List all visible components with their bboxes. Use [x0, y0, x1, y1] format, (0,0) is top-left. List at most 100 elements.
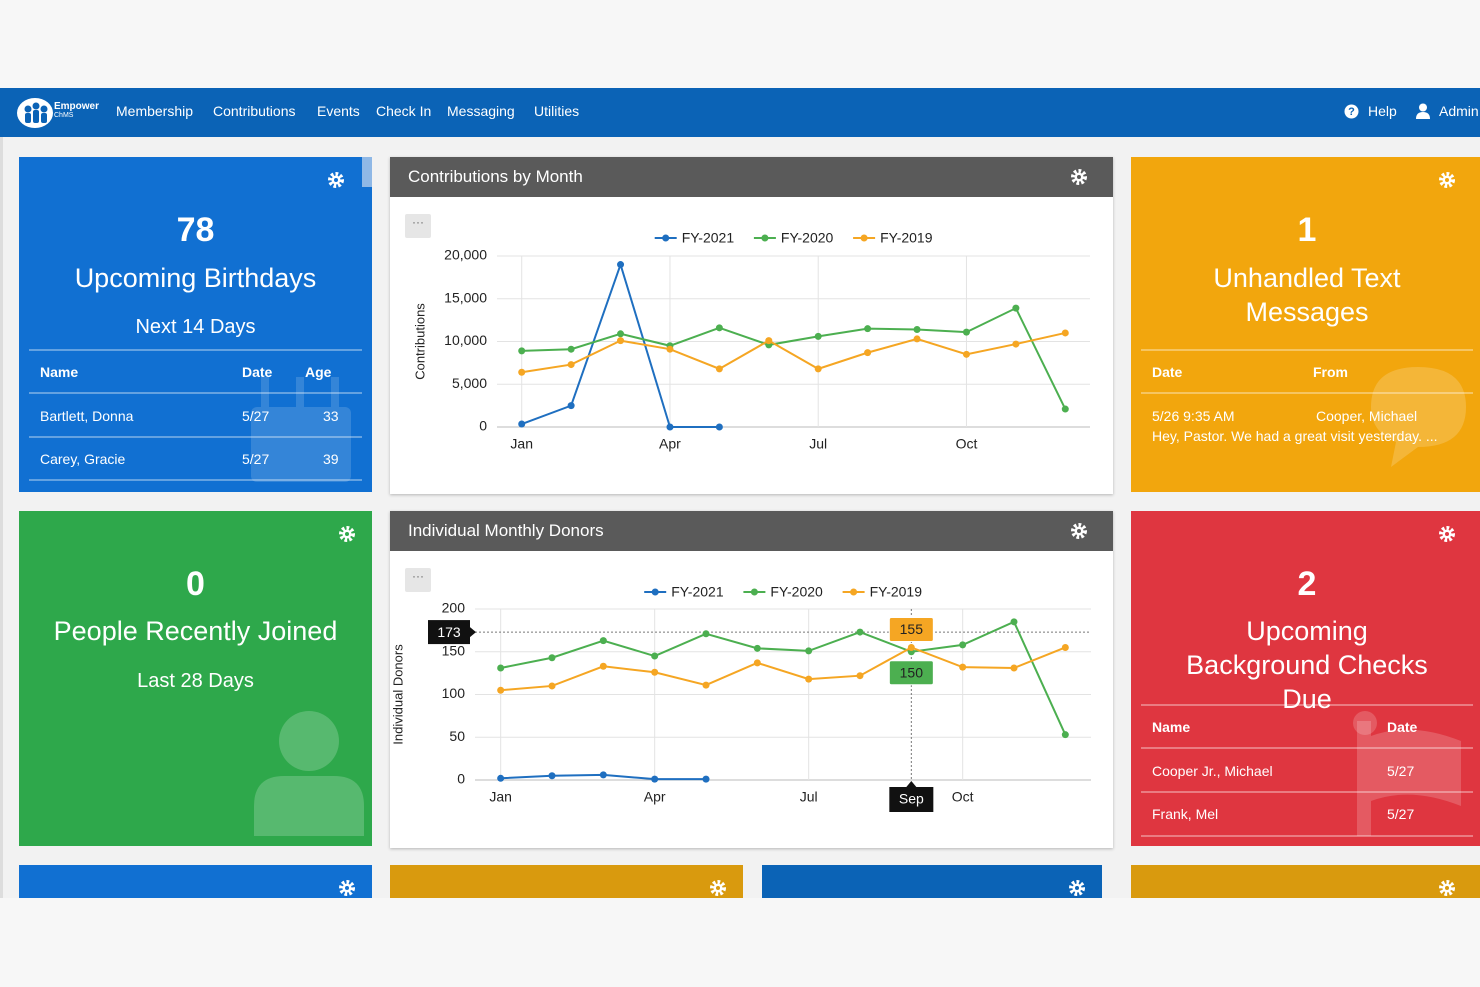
- divider: [1141, 791, 1473, 793]
- data-point: [907, 643, 915, 651]
- y-tick-label: 15,000: [444, 289, 487, 305]
- data-point: [856, 628, 864, 636]
- gear[interactable]: [1070, 522, 1088, 540]
- texts-widget: 1 Unhandled Text Messages Date From 5/26…: [1131, 157, 1480, 492]
- data-point: [548, 654, 556, 662]
- legend-swatch-dot: [750, 588, 758, 596]
- y-tick-label: 0: [479, 418, 487, 434]
- message: Hey, Pastor. We had a great visit yester…: [1152, 428, 1438, 444]
- admin-link[interactable]: Admin: [1439, 103, 1479, 119]
- data-point: [599, 662, 607, 670]
- data-point: [651, 652, 659, 660]
- y-tick-label: 20,000: [444, 247, 487, 263]
- widget-subtitle: Last 28 Days: [137, 670, 254, 692]
- gear[interactable]: [1438, 171, 1456, 189]
- nav-link[interactable]: Check In: [376, 103, 432, 119]
- data-point: [962, 328, 970, 336]
- cell[interactable]: Bartlett, Donna: [40, 408, 134, 424]
- gear[interactable]: [1070, 168, 1088, 186]
- cell[interactable]: Carey, Gracie: [40, 451, 126, 467]
- y-tick-label: 5,000: [452, 375, 487, 391]
- gear[interactable]: [338, 879, 356, 897]
- gear[interactable]: [709, 879, 727, 897]
- crosshair-y-label: 173: [437, 624, 461, 640]
- widget-stub: [762, 865, 1102, 898]
- data-point: [599, 637, 607, 645]
- data-point: [666, 423, 674, 431]
- cell: 33: [323, 408, 339, 424]
- widget-title: Unhandled Text Messages: [1213, 263, 1401, 327]
- gear[interactable]: [1068, 879, 1086, 897]
- data-point: [864, 349, 872, 357]
- divider: [1141, 392, 1473, 394]
- gear[interactable]: [327, 171, 345, 189]
- menu-button[interactable]: ···: [405, 214, 431, 238]
- data-point: [805, 647, 813, 655]
- column-header: Name: [40, 364, 79, 380]
- cell[interactable]: Cooper Jr., Michael: [1152, 763, 1273, 779]
- column-header: Date: [1152, 364, 1183, 380]
- nav-link[interactable]: Contributions: [213, 103, 296, 119]
- data-point: [715, 365, 723, 373]
- legend-swatch-dot: [860, 234, 868, 242]
- nav-link[interactable]: Events: [317, 103, 360, 119]
- chart: 0 50 100 150 200 Jan Apr Jul Oct Individual Donor…: [390, 584, 1091, 812]
- crosshair-y-box: [428, 620, 470, 645]
- data-point: [856, 672, 864, 680]
- logo: [17, 98, 53, 128]
- data-point: [765, 337, 773, 345]
- sms-icon: [1371, 367, 1466, 467]
- y-tick-label: 10,000: [444, 332, 487, 348]
- divider: [1141, 704, 1473, 706]
- data-point: [567, 361, 575, 369]
- x-tick-label: Apr: [644, 789, 666, 805]
- legend-label: FY-2019: [880, 230, 933, 246]
- widget-title: People Recently Joined: [53, 616, 338, 646]
- y-tick-label: 50: [449, 728, 465, 744]
- series-line: [521, 261, 720, 428]
- tooltip-box: [888, 660, 934, 686]
- cell[interactable]: 5/26 9:35 AM: [1152, 408, 1235, 424]
- data-point: [913, 335, 921, 343]
- data-point: [753, 644, 761, 652]
- data-point: [548, 682, 556, 690]
- count: 2: [1297, 565, 1317, 603]
- widget-stub: [19, 865, 372, 898]
- legend-label: FY-2021: [671, 584, 724, 600]
- divider: [29, 392, 362, 394]
- panel-header: Individual Monthly Donors: [390, 511, 1113, 551]
- data-point: [814, 332, 822, 340]
- widget-stub: [390, 865, 743, 898]
- tooltip-label: 155: [900, 621, 924, 637]
- gear[interactable]: [338, 525, 356, 543]
- legend-label: FY-2021: [682, 230, 735, 246]
- x-tick-label: Jul: [809, 436, 827, 452]
- help-link[interactable]: Help: [1368, 103, 1397, 119]
- data-point: [1061, 405, 1069, 413]
- cell[interactable]: Frank, Mel: [1152, 806, 1219, 822]
- nav-link[interactable]: Messaging: [447, 103, 515, 119]
- gear[interactable]: [1438, 879, 1456, 897]
- x-tick-label: Oct: [956, 436, 978, 452]
- cell: 5/27: [242, 408, 270, 424]
- count: 1: [1297, 211, 1317, 249]
- data-point: [599, 771, 607, 779]
- nav-link[interactable]: Utilities: [534, 103, 580, 119]
- legend-swatch-dot: [651, 588, 659, 596]
- divider: [1141, 349, 1473, 351]
- cell: 39: [323, 451, 339, 467]
- gear[interactable]: [1438, 525, 1456, 543]
- data-point: [715, 423, 723, 431]
- y-axis-label: Contributions: [412, 303, 427, 380]
- data-point: [913, 326, 921, 334]
- count: 0: [186, 565, 205, 603]
- menu-button[interactable]: ···: [405, 568, 431, 592]
- column-header: From: [1313, 364, 1348, 380]
- nav-link[interactable]: Membership: [116, 103, 194, 119]
- crosshair-x-label: Sep: [899, 791, 924, 807]
- chart-panel: Contributions by Month 0 5,000 10,000 15,00…: [390, 157, 1113, 494]
- tooltip-label: 150: [900, 664, 924, 680]
- column-header: Age: [305, 364, 332, 380]
- divider: [29, 479, 362, 481]
- series-line: [521, 331, 1066, 374]
